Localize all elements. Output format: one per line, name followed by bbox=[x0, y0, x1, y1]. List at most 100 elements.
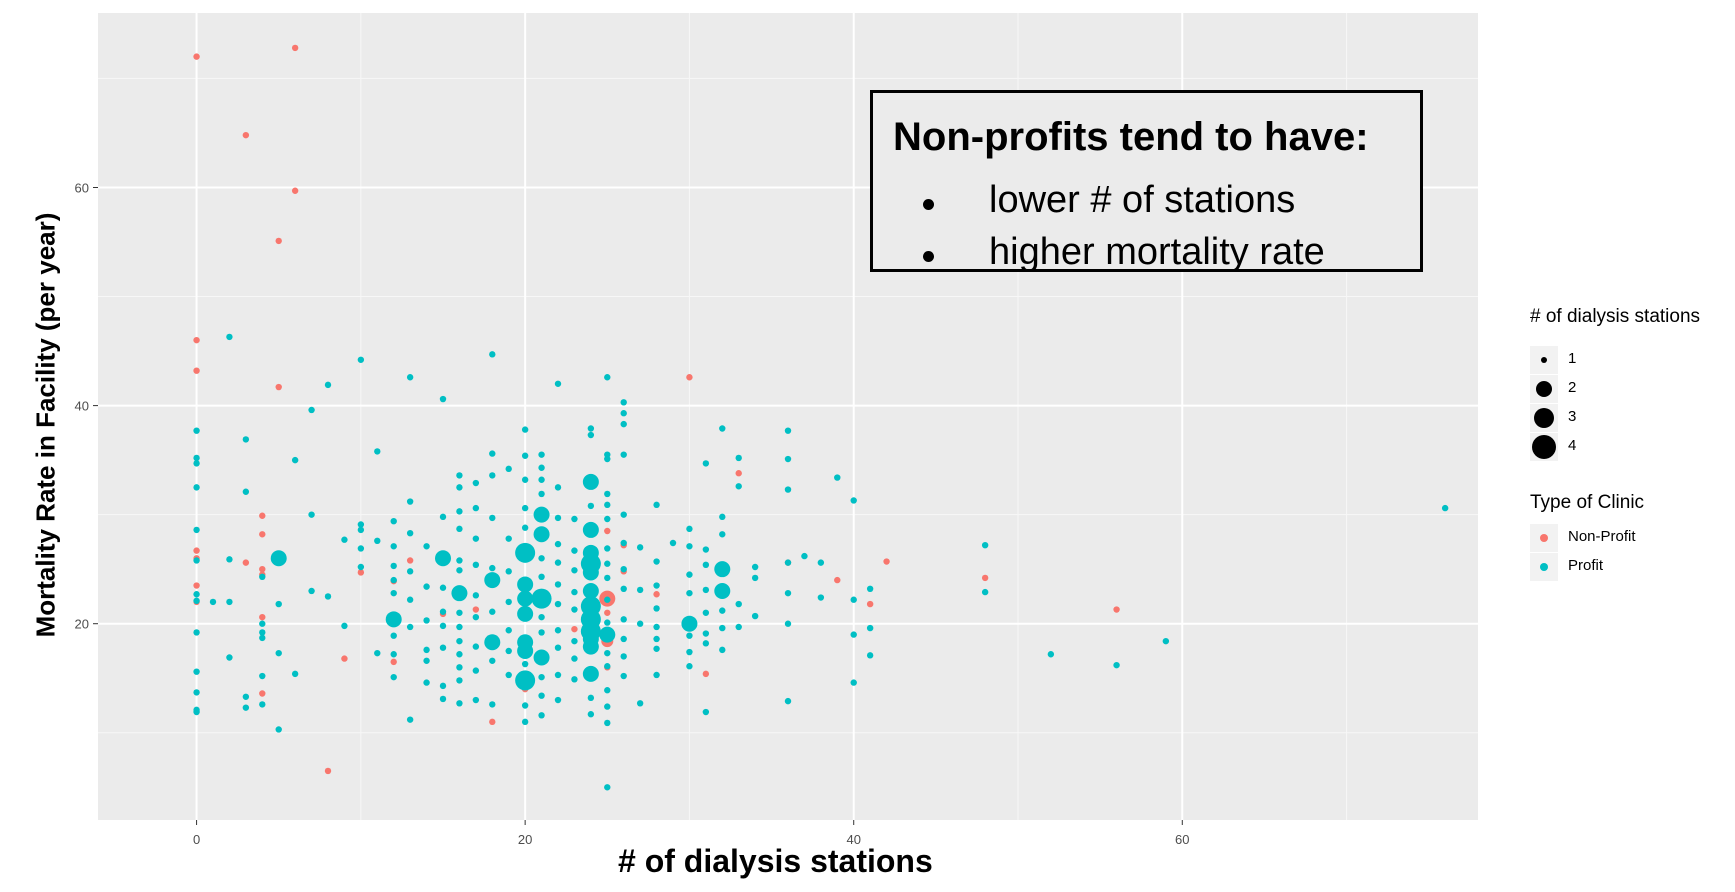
profit-point bbox=[489, 472, 496, 479]
profit-point bbox=[784, 559, 792, 566]
profit-point bbox=[686, 525, 693, 533]
profit-point bbox=[259, 629, 266, 636]
profit-point bbox=[653, 623, 660, 631]
profit-point bbox=[981, 588, 989, 596]
size-2-symbol-icon bbox=[1536, 381, 1552, 397]
profit-point bbox=[472, 643, 480, 650]
non-profit-point bbox=[390, 658, 397, 666]
profit-point bbox=[193, 629, 200, 636]
non-profit-point bbox=[193, 367, 200, 374]
profit-point bbox=[582, 582, 599, 599]
profit-point bbox=[275, 649, 282, 657]
non-profit-point bbox=[259, 690, 266, 697]
profit-point bbox=[456, 508, 463, 515]
profit-point bbox=[517, 642, 534, 659]
profit-point bbox=[669, 539, 677, 547]
profit-point bbox=[456, 609, 463, 616]
profit-point bbox=[538, 490, 545, 498]
profit-point bbox=[604, 649, 611, 657]
profit-point bbox=[604, 663, 611, 670]
non-profit-point bbox=[489, 718, 496, 726]
x-axis-title: # of dialysis stations bbox=[618, 843, 933, 879]
profit-point bbox=[714, 561, 731, 578]
legend-key bbox=[1530, 346, 1558, 374]
profit-point bbox=[571, 637, 578, 645]
non-profit-point bbox=[259, 613, 266, 621]
legend-label: 3 bbox=[1568, 408, 1577, 425]
profit-point bbox=[681, 615, 698, 632]
profit-point bbox=[291, 456, 299, 464]
profit-point bbox=[374, 448, 381, 455]
profit-point bbox=[686, 571, 693, 578]
profit-point bbox=[374, 537, 381, 545]
profit-point bbox=[604, 501, 611, 509]
profit-point bbox=[456, 651, 463, 658]
profit-point bbox=[582, 473, 599, 490]
profit-point bbox=[571, 567, 578, 574]
profit-point bbox=[599, 626, 616, 643]
non-profit-point bbox=[702, 670, 710, 678]
profit-point bbox=[291, 670, 299, 678]
non-profit-point bbox=[834, 576, 841, 584]
y-axis-title: Mortality Rate in Facility (per year) bbox=[30, 212, 61, 638]
profit-point bbox=[636, 620, 644, 627]
profit-point bbox=[489, 351, 496, 358]
profit-point bbox=[604, 719, 611, 727]
profit-point bbox=[472, 592, 480, 599]
profit-point bbox=[582, 665, 599, 682]
profit-point bbox=[456, 484, 463, 491]
profit-point bbox=[406, 529, 414, 537]
profit-point bbox=[533, 649, 550, 666]
x-tick-label: 20 bbox=[518, 832, 532, 847]
profit-point bbox=[702, 460, 710, 467]
profit-point bbox=[587, 711, 595, 718]
profit-point bbox=[472, 504, 480, 512]
profit-point bbox=[620, 635, 627, 643]
profit-point bbox=[620, 653, 627, 660]
profit-point bbox=[242, 488, 250, 495]
profit-point bbox=[209, 598, 217, 606]
x-tick-label: 40 bbox=[846, 832, 860, 847]
profit-point bbox=[505, 535, 512, 542]
profit-point bbox=[653, 635, 660, 643]
size-1-symbol-icon bbox=[1541, 357, 1547, 363]
y-axis-ticks: 20 40 60 bbox=[75, 180, 98, 632]
profit-point bbox=[439, 682, 447, 690]
profit-point bbox=[357, 521, 365, 528]
profit-point bbox=[554, 644, 562, 651]
profit-point bbox=[735, 483, 742, 490]
profit-point bbox=[653, 671, 660, 679]
profit-point bbox=[784, 486, 792, 493]
non-profit-point bbox=[1113, 606, 1120, 613]
profit-point bbox=[390, 543, 397, 550]
non-profit-point bbox=[357, 569, 365, 576]
legend-label: 2 bbox=[1568, 379, 1577, 396]
color-legend-title: Type of Clinic bbox=[1530, 492, 1645, 513]
profit-point bbox=[521, 718, 529, 726]
non-profit-point bbox=[291, 187, 299, 194]
profit-point bbox=[439, 513, 447, 521]
profit-point bbox=[702, 561, 710, 569]
profit-point bbox=[719, 646, 726, 654]
profit-point bbox=[714, 582, 731, 599]
x-tick-label: 0 bbox=[193, 832, 200, 847]
profit-point bbox=[489, 608, 496, 615]
profit-point bbox=[357, 545, 365, 552]
profit-point bbox=[653, 558, 660, 565]
non-profit-dot-icon bbox=[1540, 534, 1548, 542]
profit-point bbox=[406, 568, 414, 575]
y-tick-label: 60 bbox=[75, 180, 89, 195]
profit-point bbox=[439, 608, 447, 615]
profit-point bbox=[719, 531, 726, 538]
profit-point bbox=[226, 598, 233, 606]
profit-point bbox=[620, 451, 627, 458]
non-profit-point bbox=[686, 374, 693, 381]
profit-point bbox=[686, 589, 693, 597]
profit-point bbox=[505, 671, 512, 679]
profit-point bbox=[554, 627, 562, 634]
profit-point bbox=[653, 582, 660, 589]
profit-point bbox=[604, 515, 611, 523]
profit-point bbox=[406, 623, 414, 631]
profit-point bbox=[533, 526, 550, 543]
profit-point bbox=[538, 451, 545, 458]
